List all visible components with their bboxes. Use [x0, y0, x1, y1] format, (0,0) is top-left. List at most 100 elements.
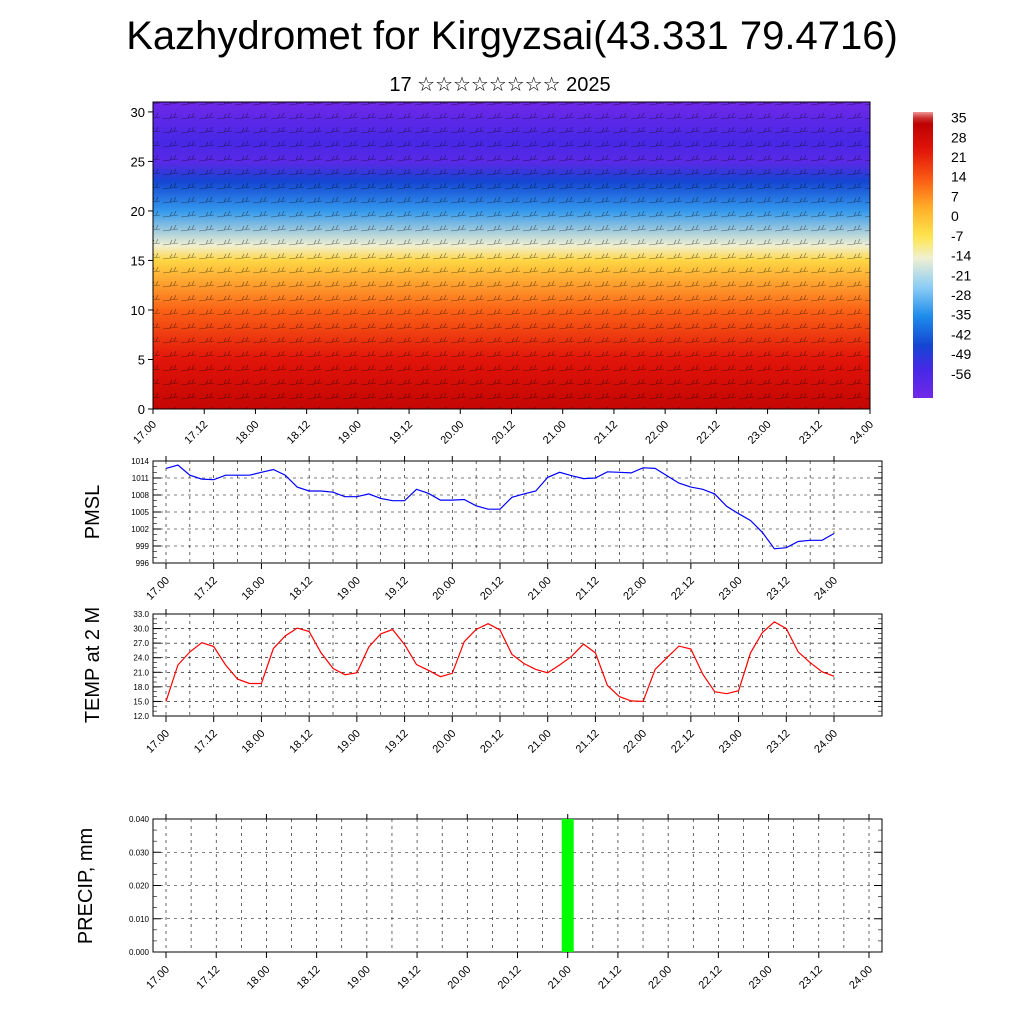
- series-line: [165, 621, 835, 703]
- y-tick-label: 1014: [131, 457, 149, 466]
- colorbar-label: 0: [951, 208, 959, 224]
- x-tick-label: 21.00: [526, 575, 554, 603]
- colorbar-swatch: [913, 112, 933, 398]
- x-tick-label: 20.00: [430, 728, 458, 756]
- x-tick-label: 17.00: [144, 728, 172, 756]
- x-tick-label: 19.12: [395, 964, 423, 992]
- colorbar-label: 7: [951, 188, 959, 204]
- x-tick-label: 19.12: [383, 575, 411, 603]
- x-tick-label: 17.00: [131, 419, 159, 447]
- x-tick-label: 19.12: [383, 728, 411, 756]
- colorbar-label: 35: [951, 110, 967, 126]
- x-tick-label: 23.12: [764, 728, 792, 756]
- x-tick-label: 22.00: [646, 964, 674, 992]
- x-tick-label: 22.12: [697, 964, 725, 992]
- x-tick-label: 21.12: [574, 575, 602, 603]
- y-tick-label: 15.0: [133, 697, 149, 706]
- x-tick-label: 22.00: [643, 419, 671, 447]
- x-tick-label: 22.00: [621, 575, 649, 603]
- x-tick-label: 21.12: [574, 728, 602, 756]
- y-axis-label: TEMP at 2 M: [82, 607, 104, 723]
- x-tick-label: 17.12: [194, 964, 222, 992]
- x-tick-label: 23.12: [797, 964, 825, 992]
- y-tick-label: 27.0: [133, 639, 149, 648]
- x-tick-label: 22.12: [669, 728, 697, 756]
- colorbar-label: -21: [951, 267, 971, 283]
- x-tick-label: 23.00: [746, 419, 774, 447]
- colorbar-label: -7: [951, 228, 964, 244]
- x-tick-label: 20.12: [478, 575, 506, 603]
- x-tick-label: 19.00: [336, 419, 364, 447]
- page-subtitle: 17 ☆☆☆☆☆☆☆☆ 2025: [389, 74, 611, 96]
- x-tick-label: 18.12: [295, 964, 323, 992]
- colorbar: 35 28 21 14 7 0 -7 -14 -21 -28 -35 -42 -49 -56: [913, 110, 971, 398]
- y-tick-label: 999: [136, 542, 150, 551]
- x-tick-label: 18.00: [234, 419, 262, 447]
- colorbar-label: 14: [951, 169, 967, 185]
- y-tick-label: 30.0: [133, 625, 149, 634]
- x-tick-label: 19.00: [345, 964, 373, 992]
- y-tick-label: 21.0: [133, 668, 149, 677]
- y-tick-label: 1011: [132, 474, 150, 483]
- x-tick-label: 24.00: [812, 575, 840, 603]
- colorbar-label: -42: [951, 326, 971, 342]
- x-tick-label: 18.12: [287, 728, 315, 756]
- x-tick-label: 17.12: [192, 728, 220, 756]
- x-tick-label: 23.12: [764, 575, 792, 603]
- x-tick-label: 20.00: [438, 419, 466, 447]
- page-title: Kazhydromet for Kirgyzsai(43.331 79.4716…: [126, 14, 898, 58]
- y-tick-label: 0.020: [129, 882, 150, 891]
- precip-bar: [561, 819, 574, 952]
- cross-section-panel: 17.00 17.12 18.00 18.12 19.00 19.12 20.00 20.12…: [131, 101, 876, 447]
- x-tick-label: 21.12: [596, 964, 624, 992]
- y-tick-label: 15: [131, 253, 145, 268]
- x-tick-label: 20.12: [490, 419, 518, 447]
- colorbar-label: -14: [951, 248, 971, 264]
- y-tick-label: 0.010: [129, 915, 150, 924]
- x-tick-label: 23.00: [717, 728, 745, 756]
- x-tick-label: 20.12: [478, 728, 506, 756]
- y-tick-label: 30: [131, 105, 145, 120]
- y-tick-label: 0: [138, 402, 145, 417]
- y-tick-label: 1002: [131, 525, 149, 534]
- x-tick-label: 17.00: [144, 575, 172, 603]
- x-tick-label: 22.12: [695, 419, 723, 447]
- y-tick-label: 33.0: [133, 610, 149, 619]
- y-tick-label: 25: [131, 154, 145, 169]
- x-tick-label: 20.00: [445, 964, 473, 992]
- y-axis-label: PMSL: [82, 485, 104, 539]
- y-tick-label: 0.040: [129, 815, 150, 824]
- colorbar-label: -35: [951, 307, 971, 323]
- x-tick-label: 21.00: [546, 964, 574, 992]
- y-tick-label: 20: [131, 204, 145, 219]
- x-tick-label: 21.00: [541, 419, 569, 447]
- x-tick-label: 17.12: [182, 419, 210, 447]
- colorbar-label: 21: [951, 149, 967, 165]
- x-tick-label: 21.12: [592, 419, 620, 447]
- panel-frame: [152, 613, 883, 717]
- x-tick-label: 21.00: [526, 728, 554, 756]
- x-tick-label: 19.12: [387, 419, 415, 447]
- y-tick-label: 5: [138, 352, 145, 367]
- x-tick-label: 17.00: [144, 964, 172, 992]
- x-tick-label: 20.00: [430, 575, 458, 603]
- y-axis-label: PRECIP, mm: [75, 828, 97, 944]
- y-tick-label: 0.030: [129, 848, 150, 857]
- colorbar-label: 28: [951, 129, 967, 145]
- x-tick-label: 18.00: [240, 575, 268, 603]
- x-tick-label: 17.12: [192, 575, 220, 603]
- temp-panel: 12.0 15.0 18.0 21.0 24.0 27.0 30.0 33.0 17.00 17.…: [82, 607, 883, 756]
- y-tick-label: 0.000: [129, 948, 150, 957]
- x-tick-label: 24.00: [848, 419, 876, 447]
- y-tick-label: 10: [131, 303, 145, 318]
- y-tick-label: 1005: [131, 508, 149, 517]
- colorbar-label: -49: [951, 346, 971, 362]
- y-tick-label: 24.0: [133, 654, 149, 663]
- precip-panel: 0.000 0.010 0.020 0.030 0.040 17.00 17.12 18.00…: [75, 814, 883, 992]
- x-tick-label: 23.12: [797, 419, 825, 447]
- colorbar-label: -56: [951, 366, 971, 382]
- x-tick-label: 19.00: [335, 728, 363, 756]
- y-tick-label: 18.0: [133, 683, 149, 692]
- x-tick-label: 18.12: [285, 419, 313, 447]
